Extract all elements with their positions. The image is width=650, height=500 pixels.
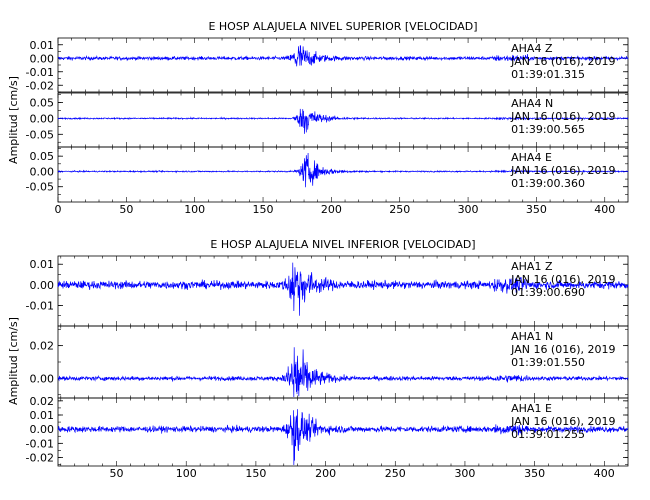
y-axis-label: Amplitud [cm/s] — [7, 76, 20, 164]
y-tick-label: 0.01 — [30, 258, 55, 271]
date-label: JAN 16 (016), 2019 — [510, 164, 615, 177]
x-tick-label: 400 — [594, 467, 615, 480]
y-tick-label: 0.00 — [30, 112, 55, 125]
y-tick-label: 0.05 — [30, 150, 55, 163]
x-tick-label: 100 — [184, 203, 205, 216]
y-tick-label: -0.01 — [26, 299, 54, 312]
seismic-trace — [57, 108, 629, 134]
x-tick-label: 150 — [253, 203, 274, 216]
y-tick-label: 0.00 — [30, 423, 55, 436]
station-label: AHA1 N — [511, 330, 553, 343]
station-label: AHA4 N — [511, 97, 553, 110]
time-label: 01:39:00.565 — [511, 123, 585, 136]
y-tick-label: 0.02 — [30, 340, 55, 353]
x-tick-label: 200 — [321, 203, 342, 216]
y-tick-label: 0.00 — [30, 372, 55, 385]
seismic-trace — [57, 409, 629, 466]
y-tick-label: 0.05 — [30, 97, 55, 110]
time-label: 01:39:00.690 — [511, 286, 585, 299]
station-label: AHA4 E — [511, 151, 552, 164]
x-tick-label: 150 — [245, 467, 266, 480]
y-axis-label: Amplitud [cm/s] — [7, 317, 20, 405]
seismic-trace — [57, 152, 629, 188]
y-tick-label: 0.00 — [30, 165, 55, 178]
x-tick-label: 350 — [524, 467, 545, 480]
x-tick-label: 200 — [315, 467, 336, 480]
time-label: 01:39:00.360 — [511, 177, 585, 190]
x-tick-label: 0 — [55, 203, 62, 216]
date-label: JAN 16 (016), 2019 — [510, 273, 615, 286]
station-label: AHA4 Z — [511, 42, 553, 55]
x-tick-label: 100 — [176, 467, 197, 480]
y-tick-label: 0.01 — [30, 409, 55, 422]
x-tick-label: 350 — [526, 203, 547, 216]
y-tick-label: 0.00 — [30, 279, 55, 292]
y-tick-label: 0.00 — [30, 52, 55, 65]
y-tick-label: -0.01 — [26, 437, 54, 450]
x-tick-label: 250 — [389, 203, 410, 216]
x-tick-label: 250 — [385, 467, 406, 480]
seismic-trace — [57, 262, 629, 316]
seismic-trace — [57, 347, 629, 398]
chart-title: E HOSP ALAJUELA NIVEL SUPERIOR [VELOCIDA… — [208, 20, 477, 33]
y-tick-label: -0.05 — [26, 181, 54, 194]
chart-group-1: E HOSP ALAJUELA NIVEL SUPERIOR [VELOCIDA… — [7, 20, 629, 216]
seismic-trace — [57, 45, 629, 67]
time-label: 01:39:01.315 — [511, 68, 585, 81]
date-label: JAN 16 (016), 2019 — [510, 415, 615, 428]
time-label: 01:39:01.255 — [511, 428, 585, 441]
x-tick-label: 300 — [458, 203, 479, 216]
chart-title: E HOSP ALAJUELA NIVEL INFERIOR [VELOCIDA… — [210, 238, 475, 251]
date-label: JAN 16 (016), 2019 — [510, 55, 615, 68]
panel-frame — [57, 146, 629, 203]
y-tick-label: -0.01 — [26, 66, 54, 79]
x-tick-label: 50 — [119, 203, 133, 216]
time-label: 01:39:01.550 — [511, 356, 585, 369]
y-tick-label: -0.02 — [26, 79, 54, 92]
chart-group-2: E HOSP ALAJUELA NIVEL INFERIOR [VELOCIDA… — [7, 238, 629, 480]
y-tick-label: -0.02 — [26, 452, 54, 465]
date-label: JAN 16 (016), 2019 — [510, 110, 615, 123]
y-tick-label: -0.05 — [26, 128, 54, 141]
x-tick-label: 400 — [594, 203, 615, 216]
y-tick-label: 0.01 — [30, 39, 55, 52]
x-tick-label: 300 — [454, 467, 475, 480]
station-label: AHA1 Z — [511, 260, 553, 273]
date-label: JAN 16 (016), 2019 — [510, 343, 615, 356]
y-tick-label: 0.02 — [30, 395, 55, 408]
panel-frame — [57, 397, 629, 467]
x-tick-label: 50 — [110, 467, 124, 480]
station-label: AHA1 E — [511, 402, 552, 415]
